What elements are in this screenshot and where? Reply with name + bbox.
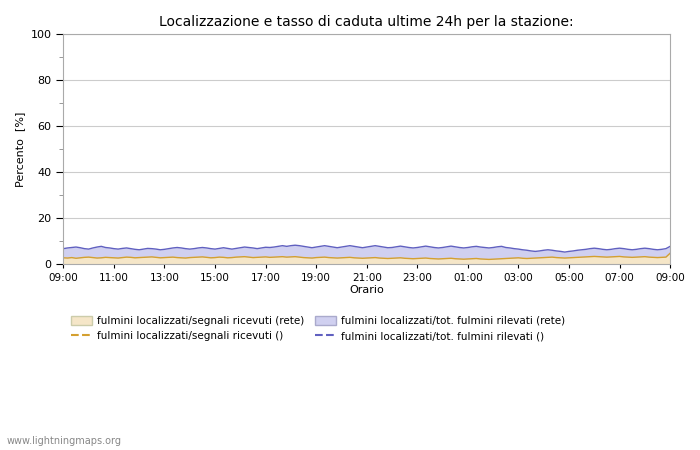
X-axis label: Orario: Orario (349, 285, 384, 295)
Text: www.lightningmaps.org: www.lightningmaps.org (7, 436, 122, 446)
Y-axis label: Percento  [%]: Percento [%] (15, 111, 25, 187)
Title: Localizzazione e tasso di caduta ultime 24h per la stazione:: Localizzazione e tasso di caduta ultime … (160, 15, 574, 29)
Legend: fulmini localizzati/segnali ricevuti (rete), fulmini localizzati/segnali ricevut: fulmini localizzati/segnali ricevuti (re… (67, 311, 569, 346)
